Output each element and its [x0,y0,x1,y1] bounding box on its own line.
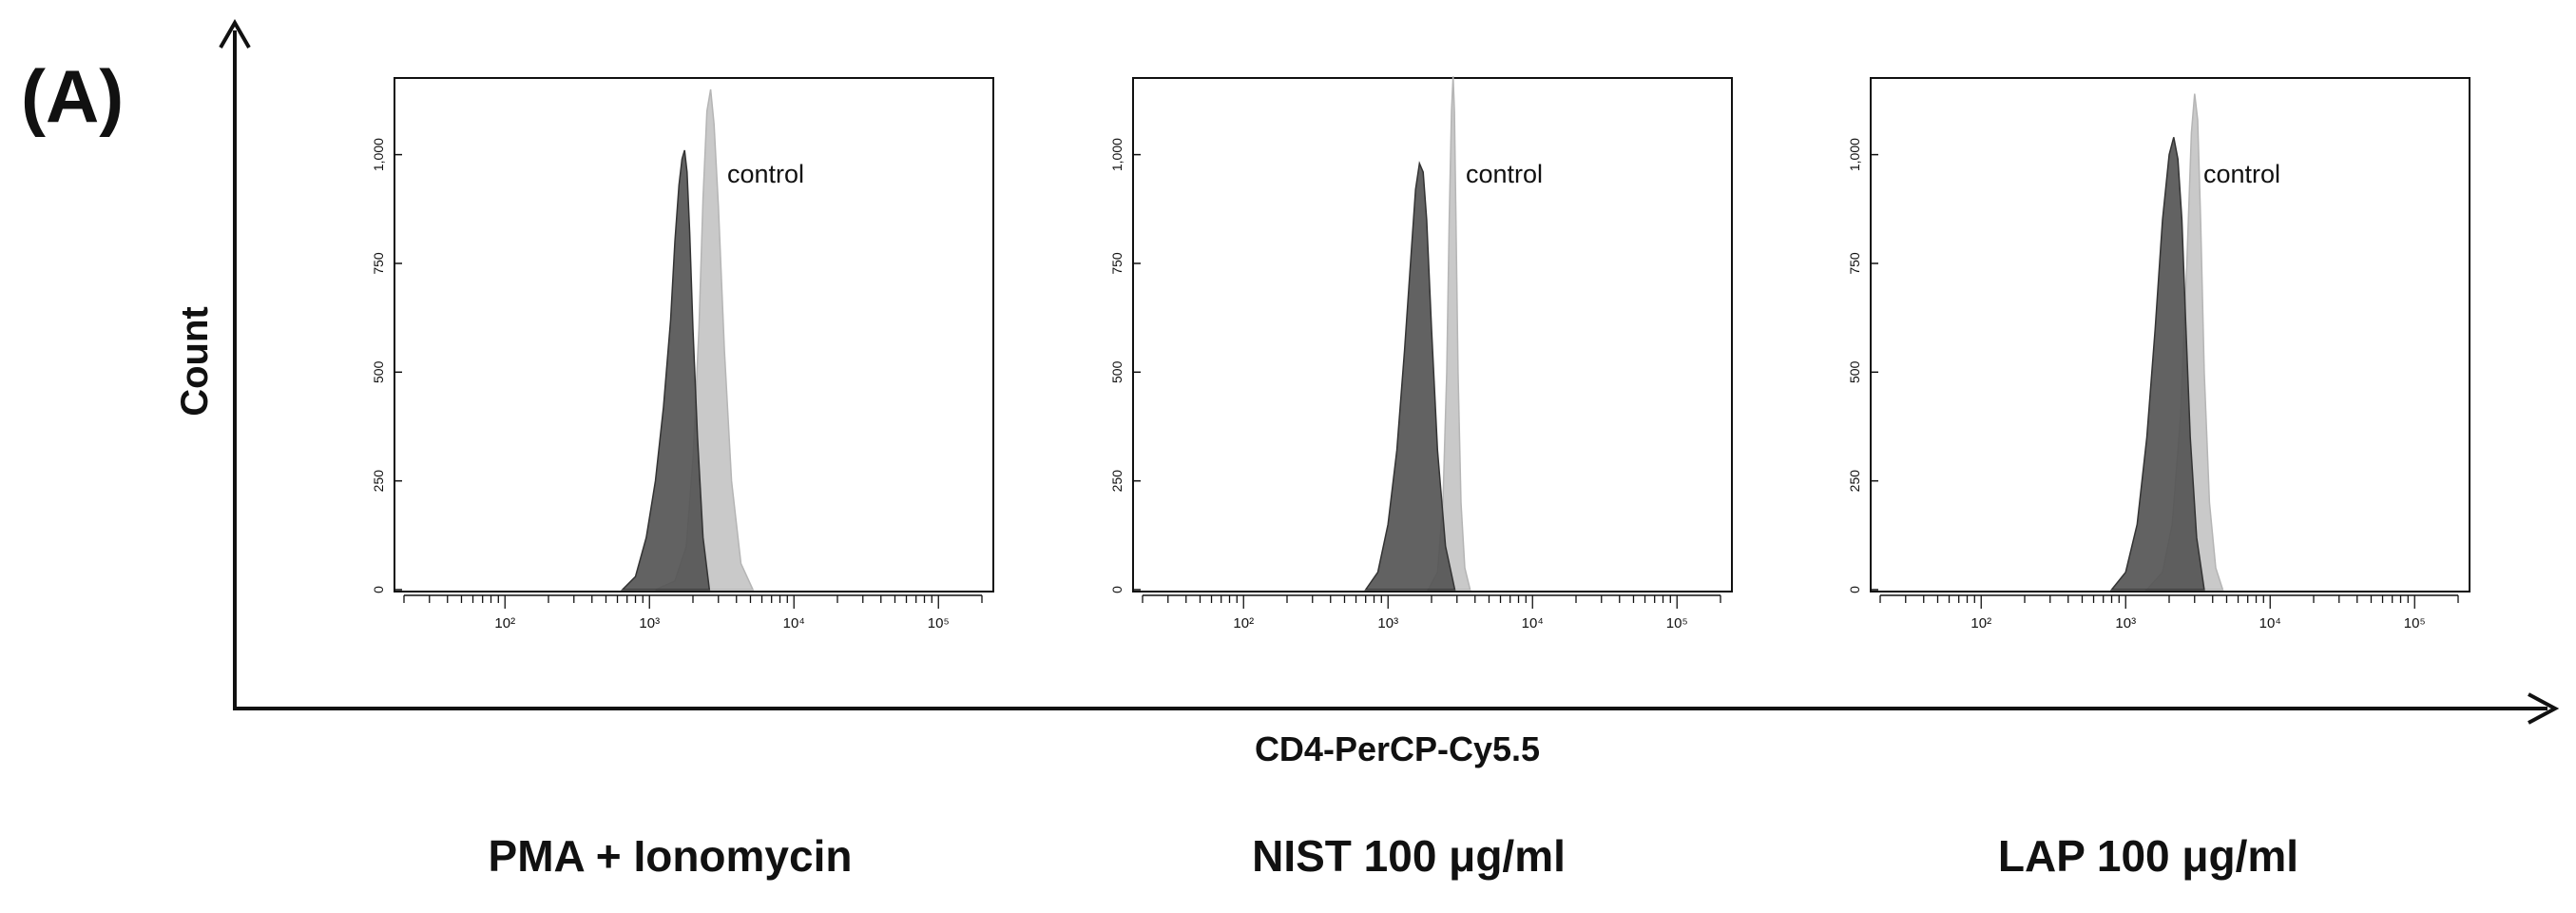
outer-y-axis-arrowhead [219,18,251,49]
x-tick-label-pma-ionomycin-3: 10⁵ [928,615,950,631]
y-tick-label-nist-4: 1,000 [1109,138,1125,171]
x-tick-label-nist-2: 10⁴ [1522,615,1544,631]
y-tick-label-pma-ionomycin-1: 250 [371,470,386,493]
y-tick-label-pma-ionomycin-4: 1,000 [371,138,386,171]
y-tick-label-nist-3: 750 [1109,252,1125,275]
y-tick-label-lap-0: 0 [1847,586,1862,593]
panel-title-pma-ionomycin: PMA + Ionomycin [489,831,853,881]
plot-frame-nist [1132,77,1733,592]
histogram-panel-nist: control 0 250 500 750 1,000 10² 10³ 10⁴ 10⁵ [1109,76,1733,631]
outer-x-axis-arrowhead [2528,692,2560,725]
y-tick-label-lap-1: 250 [1847,470,1862,493]
outer-axes [219,18,2560,725]
x-tick-label-pma-ionomycin-1: 10³ [639,615,660,631]
panel-title-lap: LAP 100 μg/ml [1998,831,2298,881]
x-tick-label-lap-2: 10⁴ [2259,615,2281,631]
y-tick-label-lap-4: 1,000 [1847,138,1862,171]
histogram-sample-pma-ionomycin [620,149,711,591]
histogram-control-nist [1427,76,1471,591]
x-tick-label-pma-ionomycin-2: 10⁴ [783,615,805,631]
histogram-sample-lap [2109,137,2205,591]
panel-title-nist: NIST 100 μg/ml [1252,831,1566,881]
histogram-sample-nist [1364,161,1456,591]
histogram-panel-pma-ionomycin: control 0 250 500 750 1,000 10² 10³ 10⁴ 10⁵ [371,77,994,631]
y-tick-label-nist-1: 250 [1109,470,1125,493]
histogram-panel-lap: control 0 250 500 750 1,000 10² 10³ 10⁴ 10⁵ [1847,77,2470,631]
x-tick-label-lap-1: 10³ [2115,615,2136,631]
panel-label: (A) [21,54,124,138]
y-tick-label-pma-ionomycin-3: 750 [371,252,386,275]
y-axis-title: Count [174,306,216,417]
y-tick-label-lap-3: 750 [1847,252,1862,275]
x-tick-label-nist-0: 10² [1233,615,1254,631]
x-tick-label-lap-0: 10² [1970,615,1991,631]
plot-frame-lap [1870,77,2470,592]
control-annotation-nist: control [1466,160,1543,188]
y-tick-label-pma-ionomycin-0: 0 [371,586,386,593]
control-annotation-lap: control [2203,160,2280,188]
plot-frame-pma-ionomycin [394,77,994,592]
x-tick-label-lap-3: 10⁵ [2404,615,2426,631]
y-tick-label-nist-2: 500 [1109,360,1125,383]
control-annotation-pma-ionomycin: control [727,160,804,188]
x-axis-title: CD4-PerCP-Cy5.5 [1255,729,1540,768]
y-tick-label-nist-0: 0 [1109,586,1125,593]
y-tick-label-pma-ionomycin-2: 500 [371,360,386,383]
y-tick-label-lap-2: 500 [1847,360,1862,383]
x-tick-label-pma-ionomycin-0: 10² [494,615,515,631]
x-tick-label-nist-1: 10³ [1377,615,1398,631]
x-tick-label-nist-3: 10⁵ [1666,615,1688,631]
